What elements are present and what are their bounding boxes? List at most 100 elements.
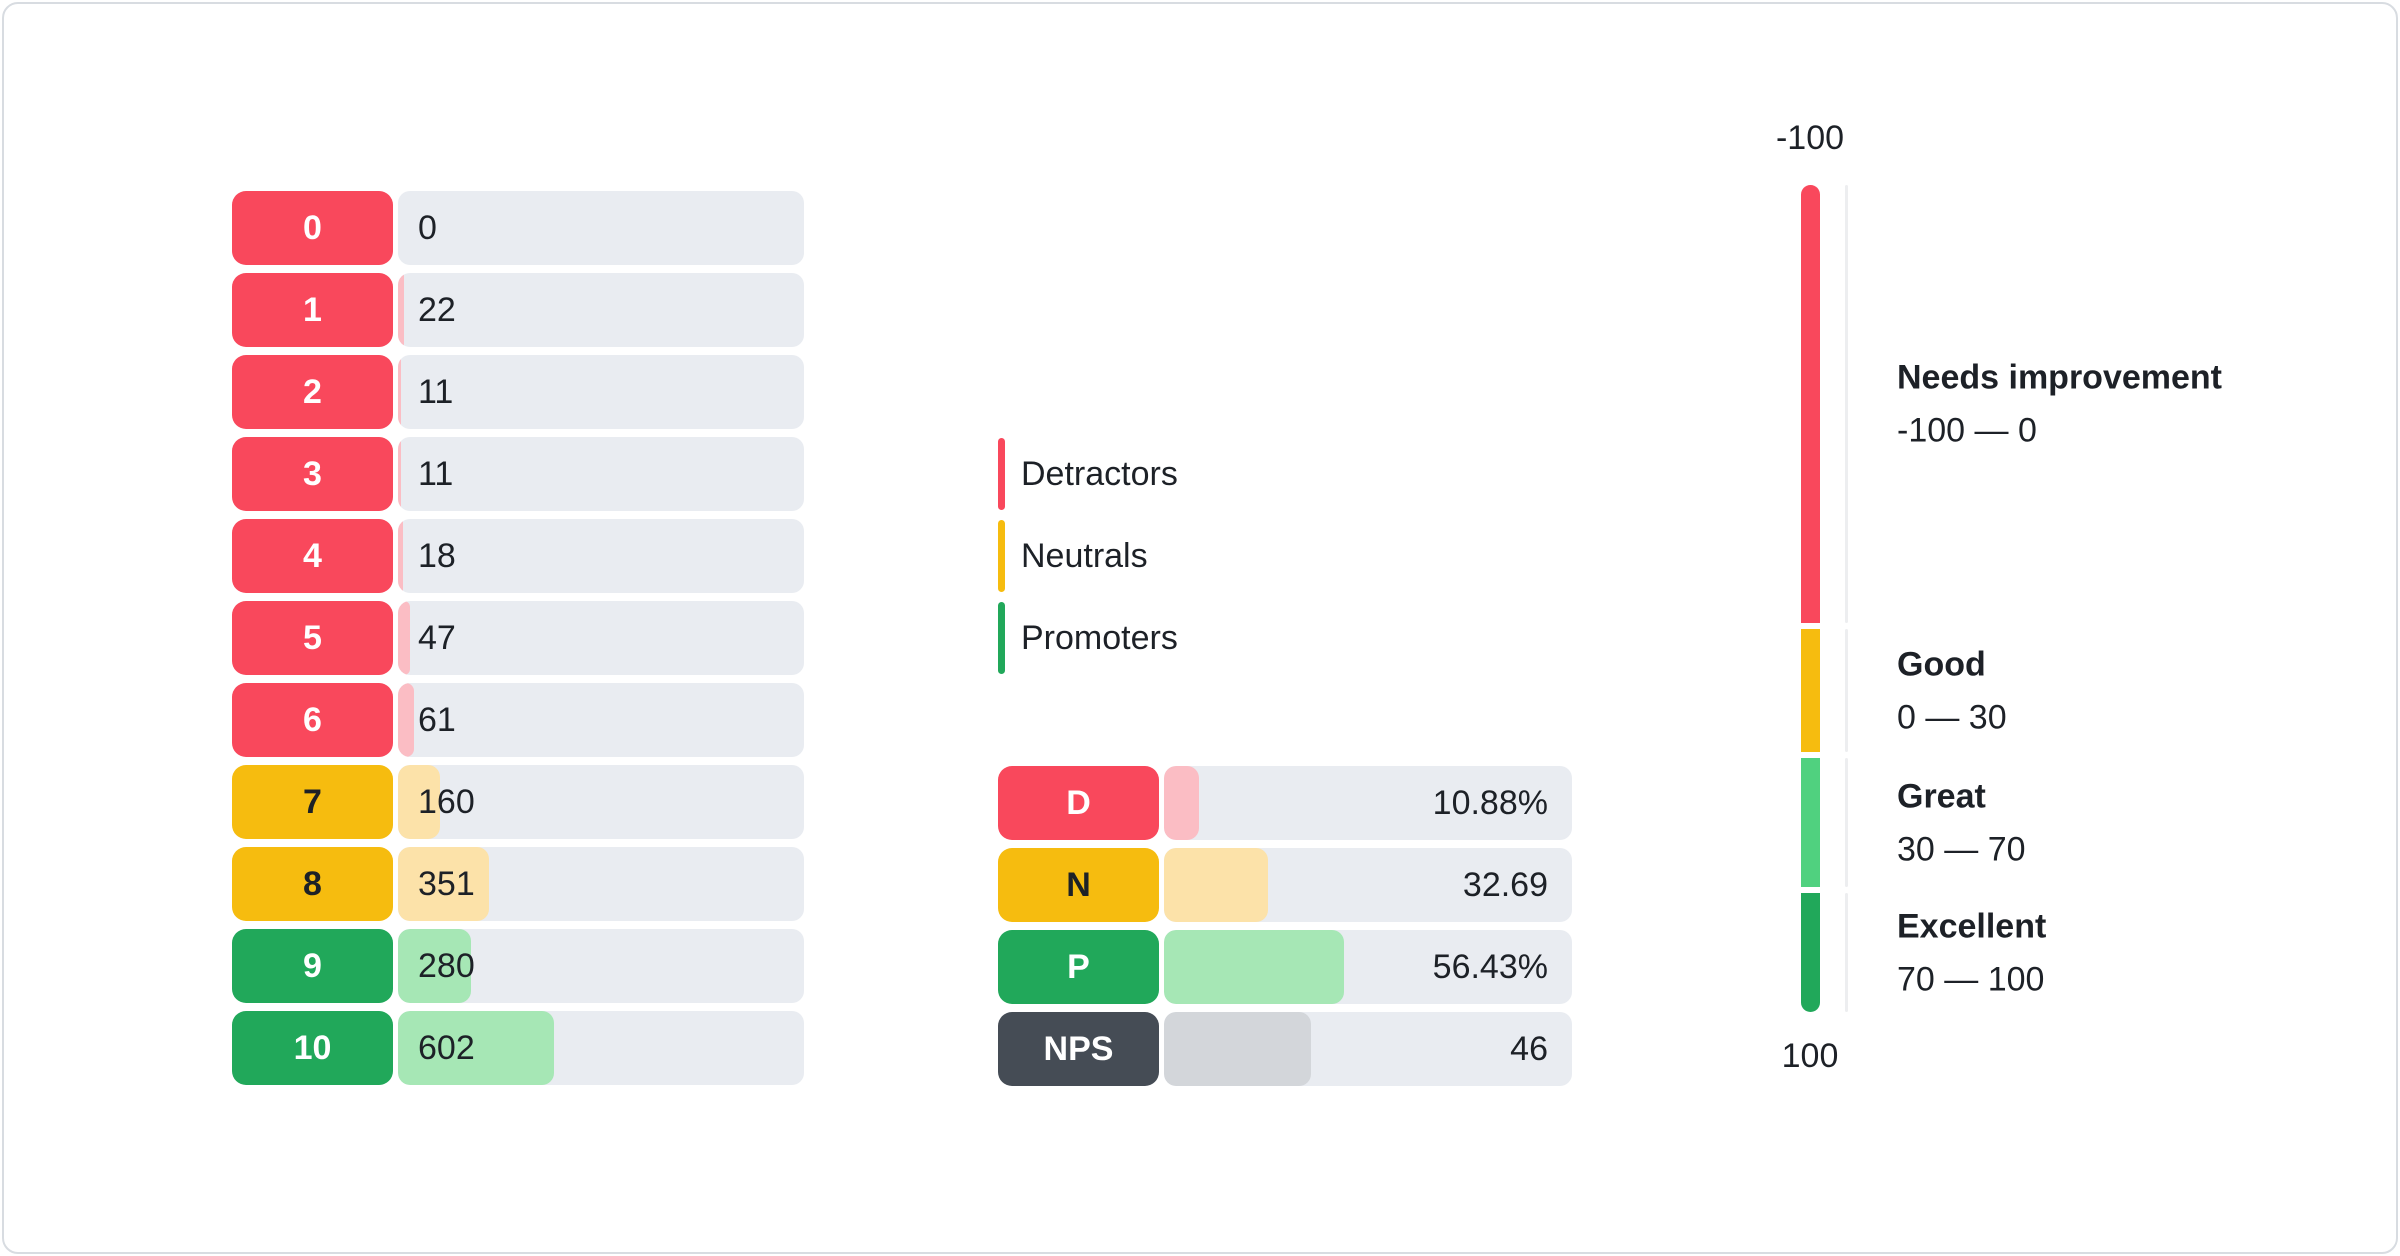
bar-track: 32.69 <box>1164 848 1572 922</box>
legend-item-detractors: Detractors <box>998 438 1418 510</box>
gauge-axis-line-segment <box>1845 629 1848 752</box>
bar-value: 11 <box>418 373 454 411</box>
distribution-row: 2 11 <box>4 355 2396 429</box>
bar-value: 46 <box>1510 1030 1548 1068</box>
distribution-row: 6 61 <box>4 683 2396 757</box>
summary-row: NPS 46 <box>4 1012 2396 1086</box>
gauge-segment-needs-improvement <box>1801 185 1820 623</box>
bar-fill <box>398 765 440 839</box>
bar-value: 56.43% <box>1432 948 1548 986</box>
distribution-row: 1 22 <box>4 273 2396 347</box>
score-pill: 1 <box>232 273 393 347</box>
legend-color-tick <box>998 438 1005 510</box>
distribution-row: 8 351 <box>4 847 2396 921</box>
summary-row: P 56.43% <box>4 930 2396 1004</box>
bar-track: 0 <box>398 191 804 265</box>
gauge-zone-title: Excellent <box>1897 907 2047 945</box>
distribution-row: 4 18 <box>4 519 2396 593</box>
gauge-zone-range: 70 — 100 <box>1897 960 2045 998</box>
gauge-segment-excellent <box>1801 893 1820 1012</box>
summary-pill: P <box>998 930 1159 1004</box>
bar-fill <box>1164 766 1199 840</box>
bar-value: 602 <box>418 1029 475 1067</box>
summary-pill: N <box>998 848 1159 922</box>
bar-value: 10.88% <box>1432 784 1548 822</box>
bar-track: 160 <box>398 765 804 839</box>
gauge-zone-title: Good <box>1897 645 1986 683</box>
bar-value: 32.69 <box>1462 866 1548 904</box>
legend-label: Neutrals <box>1021 537 1148 575</box>
bar-fill <box>398 601 411 675</box>
score-pill: 3 <box>232 437 393 511</box>
score-pill: 0 <box>232 191 393 265</box>
gauge-axis-max-label: -100 <box>1775 119 1845 157</box>
bar-track: 22 <box>398 273 804 347</box>
bar-fill <box>398 355 401 429</box>
bar-fill <box>398 929 471 1003</box>
distribution-row: 5 47 <box>4 601 2396 675</box>
gauge-axis-line <box>1845 185 1848 1012</box>
gauge-axis-line-segment <box>1845 893 1848 1012</box>
legend-label: Detractors <box>1021 455 1178 493</box>
bar-fill <box>1164 930 1344 1004</box>
bar-fill <box>1164 1012 1311 1086</box>
bar-fill <box>1164 848 1269 922</box>
gauge-segment-good <box>1801 629 1820 752</box>
bar-track: 47 <box>398 601 804 675</box>
gauge-zone-needs-improvement: Needs improvement -100 — 0 <box>1897 355 2357 454</box>
bar-fill <box>398 847 490 921</box>
distribution-row: 7 160 <box>4 765 2396 839</box>
bar-value: 280 <box>418 947 475 985</box>
bar-value: 11 <box>418 455 454 493</box>
distribution-row: 3 11 <box>4 437 2396 511</box>
bar-track: 61 <box>398 683 804 757</box>
bar-value: 351 <box>418 865 475 903</box>
gauge-zone-title: Needs improvement <box>1897 358 2222 397</box>
bar-value: 160 <box>418 783 475 821</box>
bar-fill <box>398 437 401 511</box>
bar-fill <box>398 273 404 347</box>
gauge-axis-min-label: 100 <box>1781 1037 1839 1075</box>
bar-value: 61 <box>418 701 456 739</box>
gauge-segment-great <box>1801 758 1820 887</box>
bar-track: 56.43% <box>1164 930 1572 1004</box>
summary-row: D 10.88% <box>4 766 2396 840</box>
bar-track: 280 <box>398 929 804 1003</box>
summary-row: N 32.69 <box>4 848 2396 922</box>
bar-fill <box>398 519 403 593</box>
score-pill: 2 <box>232 355 393 429</box>
gauge-zone-great: Great 30 — 70 <box>1897 773 2357 872</box>
legend-item-neutrals: Neutrals <box>998 520 1418 592</box>
score-pill: 10 <box>232 1011 393 1085</box>
bar-value: 47 <box>418 619 456 657</box>
distribution-row: 10 602 <box>4 1011 2396 1085</box>
gauge-zone-range: -100 — 0 <box>1897 411 2037 450</box>
gauge-zone-good: Good 0 — 30 <box>1897 641 2357 740</box>
bar-track: 11 <box>398 437 804 511</box>
legend-color-tick <box>998 520 1005 592</box>
legend-item-promoters: Promoters <box>998 602 1418 674</box>
gauge-axis-line-segment <box>1845 758 1848 887</box>
bar-track: 46 <box>1164 1012 1572 1086</box>
bar-value: 18 <box>418 537 456 575</box>
bar-value: 0 <box>418 209 437 247</box>
legend-color-tick <box>998 602 1005 674</box>
bar-track: 351 <box>398 847 804 921</box>
summary-pill: NPS <box>998 1012 1159 1086</box>
score-pill: 7 <box>232 765 393 839</box>
gauge-zone-range: 0 — 30 <box>1897 698 2007 736</box>
score-pill: 9 <box>232 929 393 1003</box>
score-pill: 8 <box>232 847 393 921</box>
bar-track: 10.88% <box>1164 766 1572 840</box>
gauge-zone-excellent: Excellent 70 — 100 <box>1897 903 2357 1002</box>
gauge-bar <box>1801 185 1820 1012</box>
score-pill: 6 <box>232 683 393 757</box>
bar-track: 602 <box>398 1011 804 1085</box>
score-pill: 5 <box>232 601 393 675</box>
bar-fill <box>398 683 414 757</box>
summary-pill: D <box>998 766 1159 840</box>
gauge-axis-line-segment <box>1845 185 1848 623</box>
gauge-zone-title: Great <box>1897 777 1986 815</box>
